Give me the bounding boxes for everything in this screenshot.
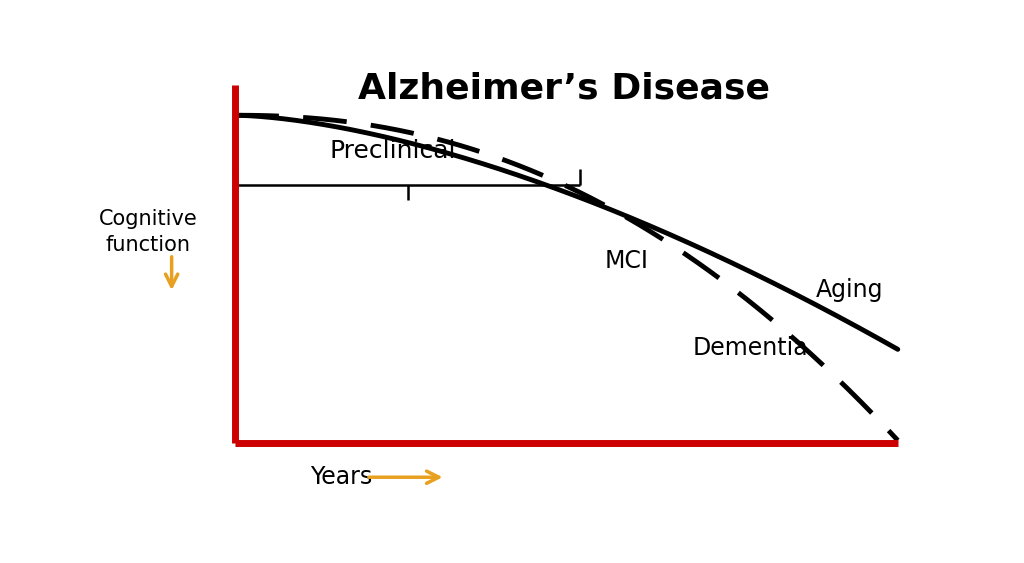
Text: Aging: Aging (815, 278, 883, 302)
Text: function: function (105, 235, 190, 255)
Text: Preclinical: Preclinical (329, 139, 456, 163)
Text: Alzheimer’s Disease: Alzheimer’s Disease (358, 72, 770, 106)
Text: Dementia: Dementia (692, 336, 808, 360)
Text: Cognitive: Cognitive (98, 209, 198, 229)
Text: Years: Years (310, 465, 373, 489)
Text: MCI: MCI (605, 249, 649, 272)
